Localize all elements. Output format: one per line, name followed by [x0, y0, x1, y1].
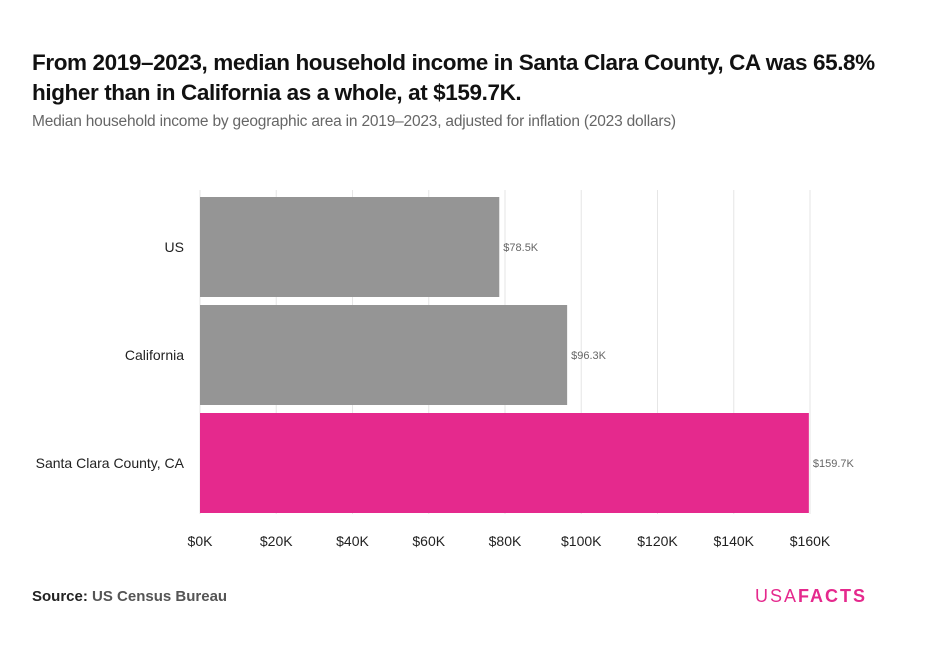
usafacts-logo: USAFACTS	[755, 586, 867, 607]
x-tick-label: $40K	[336, 533, 369, 549]
bar-california	[200, 305, 568, 405]
logo-part1: USA	[755, 586, 799, 606]
x-tick-label: $60K	[412, 533, 445, 549]
source-value: US Census Bureau	[92, 588, 228, 605]
data-label: $96.3K	[571, 350, 607, 362]
x-tick-label: $120K	[637, 533, 678, 549]
source-note: Source: US Census Bureau	[32, 588, 227, 605]
x-tick-label: $140K	[714, 533, 755, 549]
x-tick-label: $100K	[561, 533, 602, 549]
x-tick-label: $0K	[188, 533, 214, 549]
bar-us	[200, 197, 500, 297]
x-tick-label: $20K	[260, 533, 293, 549]
source-label: Source:	[32, 588, 88, 605]
category-label: US	[165, 239, 184, 255]
category-label: California	[125, 347, 184, 363]
category-label: Santa Clara County, CA	[36, 455, 185, 471]
logo-part2: FACTS	[798, 586, 868, 606]
data-label: $78.5K	[503, 242, 539, 254]
chart-subtitle: Median household income by geographic ar…	[32, 113, 676, 130]
x-tick-label: $160K	[790, 533, 831, 549]
bar-santa-clara-county-ca	[200, 413, 809, 513]
x-tick-label: $80K	[489, 533, 522, 549]
chart-title: From 2019–2023, median household income …	[32, 50, 875, 105]
data-label: $159.7K	[813, 458, 855, 470]
